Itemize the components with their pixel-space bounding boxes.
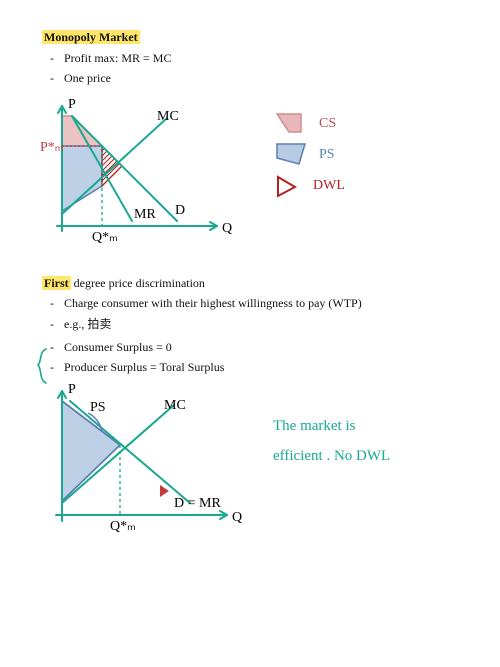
section1-bullet: One price bbox=[50, 69, 470, 88]
monopoly-graph: P Q MC D MR P*ₘ Q*ₘ bbox=[42, 96, 237, 256]
marker-icon bbox=[160, 485, 169, 497]
axis-p-label: P bbox=[68, 97, 76, 112]
section2-bullets: Charge consumer with their highest willi… bbox=[42, 294, 470, 333]
qm-label: Q*ₘ bbox=[92, 230, 118, 245]
axis-p-label-2: P bbox=[68, 382, 76, 397]
pm-label: P*ₘ bbox=[40, 140, 64, 155]
section2-title-hl: First bbox=[42, 276, 71, 290]
section2-title-rest: degree price discrimination bbox=[71, 276, 205, 290]
brace-icon bbox=[34, 347, 52, 387]
section2-brace-bullets: Consumer Surplus = 0 Producer Surplus = … bbox=[42, 336, 224, 379]
first-degree-graph: P Q MC PS D = MR Q*ₘ bbox=[42, 383, 247, 548]
section2-bullet: Producer Surplus = Toral Surplus bbox=[50, 358, 224, 377]
section2-bullet: Consumer Surplus = 0 bbox=[50, 338, 224, 357]
section2-bullet: e.g., 拍卖 bbox=[50, 315, 470, 334]
section2-bullet: Charge consumer with their highest willi… bbox=[50, 294, 470, 313]
side-note: The market is efficient . No DWL bbox=[273, 411, 390, 471]
mc-label-2: MC bbox=[164, 398, 186, 413]
mc-label: MC bbox=[157, 109, 179, 124]
dwl-region bbox=[102, 146, 122, 186]
legend-dwl-icon bbox=[275, 174, 303, 198]
axis-q-label: Q bbox=[222, 221, 232, 236]
section1-bullet: Profit max: MR = MC bbox=[50, 49, 470, 68]
mr-label: MR bbox=[134, 207, 156, 222]
d-label: D bbox=[175, 203, 185, 218]
legend-cs-icon bbox=[275, 112, 309, 136]
axis-q-label-2: Q bbox=[232, 510, 242, 525]
ps-region bbox=[62, 146, 102, 211]
ps-region-2 bbox=[62, 401, 120, 501]
ps-label-2: PS bbox=[90, 400, 106, 415]
section1-title: Monopoly Market bbox=[42, 30, 140, 44]
cs-region bbox=[62, 116, 102, 146]
legend-ps-label: PS bbox=[319, 144, 335, 166]
section1-bullets: Profit max: MR = MC One price bbox=[42, 49, 470, 88]
side-note-line: The market is bbox=[273, 411, 390, 441]
side-note-line: efficient . No DWL bbox=[273, 441, 390, 471]
dmr-label: D = MR bbox=[174, 496, 221, 511]
legend-cs-label: CS bbox=[319, 113, 336, 135]
qm-label-2: Q*ₘ bbox=[110, 519, 136, 534]
legend: CS PS DWL bbox=[275, 106, 345, 204]
legend-ps-icon bbox=[275, 142, 309, 168]
legend-dwl-label: DWL bbox=[313, 175, 345, 197]
